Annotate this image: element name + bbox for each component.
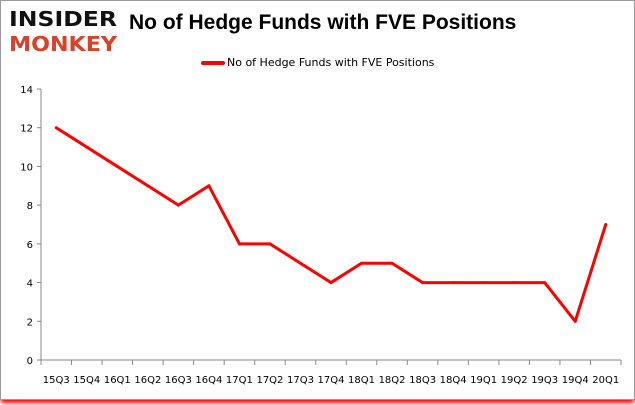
data-point <box>237 242 241 246</box>
y-tick-label: 6 <box>27 240 33 251</box>
x-tick-label: 16Q1 <box>104 375 131 386</box>
legend: No of Hedge Funds with FVE Positions <box>201 56 434 69</box>
data-point <box>573 319 577 323</box>
data-point <box>329 281 333 285</box>
x-tick-label: 16Q2 <box>134 375 161 386</box>
x-tick-label: 17Q2 <box>256 375 283 386</box>
data-point <box>360 261 364 265</box>
data-point <box>54 126 58 130</box>
x-tick-label: 20Q1 <box>592 375 619 386</box>
data-point <box>268 242 272 246</box>
logo-line1: INSIDER <box>9 7 117 31</box>
y-tick-label: 2 <box>27 317 33 328</box>
x-tick-label: 19Q4 <box>562 375 589 386</box>
legend-swatch <box>201 60 225 65</box>
insider-monkey-logo: INSIDER MONKEY <box>9 7 118 54</box>
data-point <box>390 261 394 265</box>
x-tick-label: 16Q3 <box>165 375 192 386</box>
data-point <box>207 184 211 188</box>
data-point <box>115 164 119 168</box>
x-tick-label: 15Q3 <box>43 375 70 386</box>
x-tick-label: 19Q2 <box>501 375 528 386</box>
data-point <box>604 223 608 226</box>
x-tick-label: 18Q4 <box>440 375 467 386</box>
x-tick-label: 17Q1 <box>226 375 253 386</box>
data-point <box>543 281 547 285</box>
data-point <box>176 203 180 207</box>
x-tick-label: 17Q3 <box>287 375 314 386</box>
x-tick-label: 18Q3 <box>409 375 436 386</box>
x-tick-label: 19Q1 <box>470 375 497 386</box>
x-tick-label: 18Q2 <box>379 375 406 386</box>
x-tick-label: 15Q4 <box>73 375 100 386</box>
data-point <box>298 261 302 265</box>
series-line <box>55 126 608 323</box>
chart-title: No of Hedge Funds with FVE Positions <box>129 11 517 34</box>
data-point <box>421 281 425 285</box>
data-point <box>482 281 486 285</box>
data-point <box>512 281 516 285</box>
y-tick-label: 14 <box>20 85 33 96</box>
x-tick-label: 18Q1 <box>348 375 375 386</box>
x-tick-label: 16Q4 <box>195 375 222 386</box>
y-tick-label: 8 <box>27 201 33 212</box>
y-tick-label: 0 <box>27 356 33 367</box>
data-point <box>451 281 455 285</box>
x-tick-label: 17Q4 <box>318 375 345 386</box>
x-tick-label: 19Q3 <box>531 375 558 386</box>
y-tick-label: 12 <box>20 124 33 135</box>
y-tick-label: 10 <box>20 162 33 173</box>
data-point <box>146 184 150 188</box>
data-point <box>85 145 89 149</box>
y-tick-label: 4 <box>27 279 33 290</box>
legend-label: No of Hedge Funds with FVE Positions <box>227 56 435 69</box>
logo-line2: MONKEY <box>9 32 118 54</box>
